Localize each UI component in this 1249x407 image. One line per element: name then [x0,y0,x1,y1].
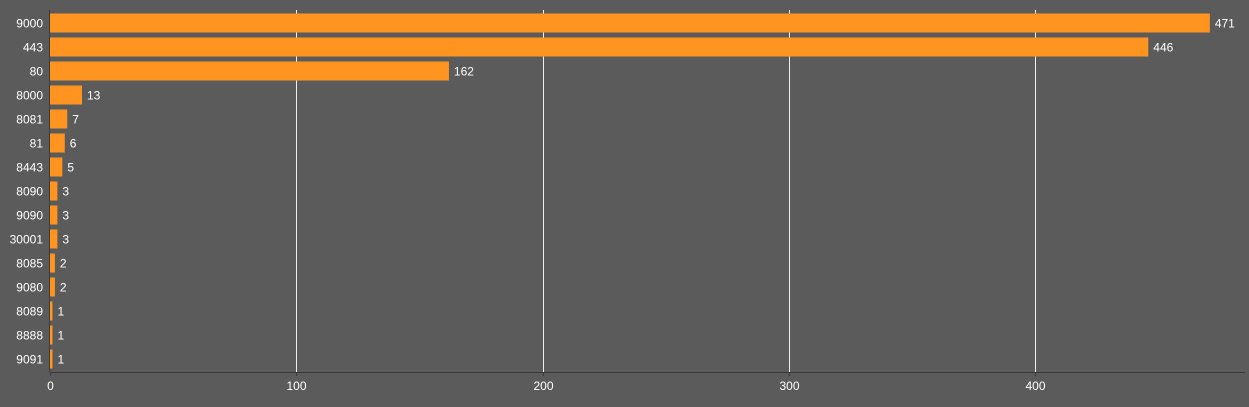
value-label: 471 [1215,17,1235,31]
category-label: 8888 [16,329,43,343]
bar-8085[interactable] [50,253,55,273]
bar-8888[interactable] [50,325,53,345]
bar-80[interactable] [50,61,449,81]
category-label: 9090 [16,209,43,223]
category-label: 80 [30,65,44,79]
x-tick-label: 300 [779,379,799,393]
bar-8090[interactable] [50,181,58,201]
value-label: 6 [70,137,77,151]
value-label: 13 [87,89,101,103]
category-label: 8089 [16,305,43,319]
bar-443[interactable] [50,37,1149,57]
bar-8443[interactable] [50,157,63,177]
x-tick-label: 100 [286,379,306,393]
value-label: 7 [72,113,79,127]
value-label: 3 [62,209,69,223]
category-label: 443 [23,41,43,55]
bar-8089[interactable] [50,301,53,321]
bar-layer [50,13,1210,369]
bar-9090[interactable] [50,205,58,225]
category-label: 81 [30,137,44,151]
bar-81[interactable] [50,133,65,153]
value-label: 2 [60,281,67,295]
x-tick-label: 0 [47,379,54,393]
category-label: 8000 [16,89,43,103]
axis-layer: 0 100 200 300 400 [47,10,1245,393]
category-label: 9000 [16,17,43,31]
category-label: 9091 [16,353,43,367]
bar-30001[interactable] [50,229,58,249]
value-label: 1 [57,353,64,367]
x-tick-label: 400 [1025,379,1045,393]
bar-8081[interactable] [50,109,68,129]
value-label: 3 [62,233,69,247]
category-label: 9080 [16,281,43,295]
category-label: 8443 [16,161,43,175]
x-tick-label: 200 [533,379,553,393]
value-label: 3 [62,185,69,199]
grid-layer [296,10,1036,372]
value-label: 446 [1153,41,1173,55]
bar-9000[interactable] [50,13,1210,33]
bar-8000[interactable] [50,85,83,105]
category-label: 8085 [16,257,43,271]
category-label: 8081 [16,113,43,127]
bar-9091[interactable] [50,349,53,369]
value-label: 1 [57,305,64,319]
value-label: 5 [67,161,74,175]
category-label: 30001 [10,233,44,247]
value-label: 162 [454,65,474,79]
category-label: 8090 [16,185,43,199]
bar-9080[interactable] [50,277,55,297]
value-label: 1 [57,329,64,343]
value-label: 2 [60,257,67,271]
